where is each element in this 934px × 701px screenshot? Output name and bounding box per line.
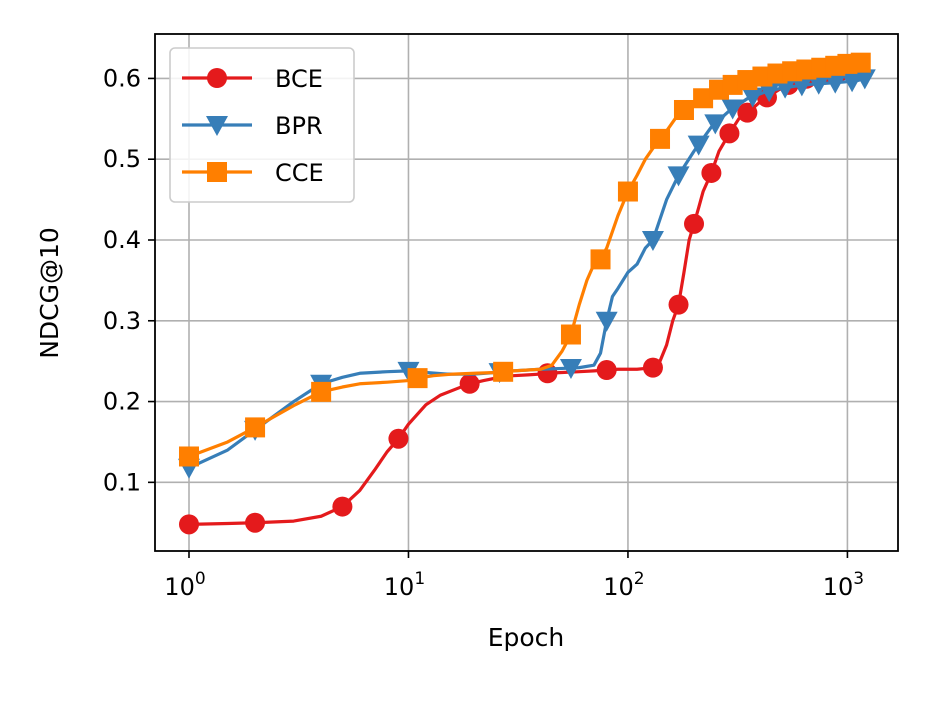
y-axis-label: NDCG@10 bbox=[35, 227, 64, 359]
y-tick-label: 0.2 bbox=[103, 388, 141, 416]
axis-ticks: 100 101 102 103 0.1 0.2 0.3 0.4 0.5 0.6 bbox=[103, 64, 864, 601]
data-point-cce bbox=[650, 128, 671, 149]
x-axis-label: Epoch bbox=[488, 623, 565, 652]
data-point-bce bbox=[737, 102, 758, 123]
y-tick-label: 0.6 bbox=[103, 64, 141, 92]
data-point-cce bbox=[560, 324, 581, 345]
data-point-bpr bbox=[721, 99, 744, 120]
axes-frame bbox=[154, 33, 899, 552]
data-point-bpr bbox=[758, 82, 781, 103]
x-tick-label: 100 bbox=[164, 569, 205, 601]
x-tick-label: 103 bbox=[823, 569, 864, 601]
y-tick-label: 0.4 bbox=[103, 226, 141, 254]
data-point-bpr bbox=[687, 135, 710, 156]
data-point-cce bbox=[617, 181, 638, 202]
data-point-bpr bbox=[704, 114, 727, 135]
x-tick-label: 101 bbox=[384, 569, 425, 601]
legend-marker-cce bbox=[207, 162, 227, 182]
data-point-cce bbox=[178, 446, 199, 467]
plot-frame bbox=[154, 33, 899, 552]
data-point-bpr bbox=[841, 72, 864, 93]
series-cce bbox=[178, 52, 871, 467]
data-point-cce bbox=[245, 417, 266, 438]
data-point-cce bbox=[407, 368, 428, 389]
data-point-bce bbox=[642, 357, 663, 378]
data-point-cce bbox=[311, 381, 332, 402]
series-lines bbox=[177, 52, 876, 535]
legend: BCE BPR CCE bbox=[169, 47, 355, 203]
data-point-bpr bbox=[774, 78, 797, 99]
data-point-bpr bbox=[741, 87, 764, 108]
data-point-cce bbox=[493, 361, 514, 382]
data-point-cce bbox=[752, 66, 773, 87]
data-point-bpr bbox=[667, 166, 690, 187]
data-point-bce bbox=[245, 512, 266, 533]
data-point-cce bbox=[850, 52, 871, 73]
data-point-cce bbox=[673, 99, 694, 120]
legend-marker-bpr bbox=[206, 116, 228, 136]
data-point-bce bbox=[596, 360, 617, 381]
data-point-bce bbox=[719, 123, 740, 144]
y-tick-label: 0.1 bbox=[103, 468, 141, 496]
y-tick-label: 0.3 bbox=[103, 307, 141, 335]
data-point-bce bbox=[701, 162, 722, 183]
data-point-bce bbox=[459, 373, 480, 394]
data-point-bpr bbox=[790, 76, 813, 97]
data-point-bpr bbox=[641, 230, 664, 251]
data-point-bce bbox=[332, 496, 353, 517]
x-tick-label: 102 bbox=[603, 569, 644, 601]
data-point-bpr bbox=[853, 69, 876, 90]
data-point-bpr bbox=[807, 74, 830, 95]
legend-marker-bce bbox=[207, 68, 227, 88]
legend-label-cce: CCE bbox=[275, 159, 324, 187]
data-point-bpr bbox=[595, 311, 618, 332]
data-point-cce bbox=[737, 70, 758, 91]
data-point-cce bbox=[693, 88, 714, 109]
data-point-bce bbox=[178, 514, 199, 535]
data-point-cce bbox=[590, 249, 611, 270]
y-tick-label: 0.5 bbox=[103, 145, 141, 173]
data-point-bce bbox=[668, 294, 689, 315]
legend-label-bce: BCE bbox=[275, 65, 323, 93]
data-point-bpr bbox=[824, 73, 847, 94]
data-point-bce bbox=[388, 428, 409, 449]
data-point-bce bbox=[684, 213, 705, 234]
data-point-bpr bbox=[559, 359, 582, 380]
legend-label-bpr: BPR bbox=[275, 112, 323, 140]
